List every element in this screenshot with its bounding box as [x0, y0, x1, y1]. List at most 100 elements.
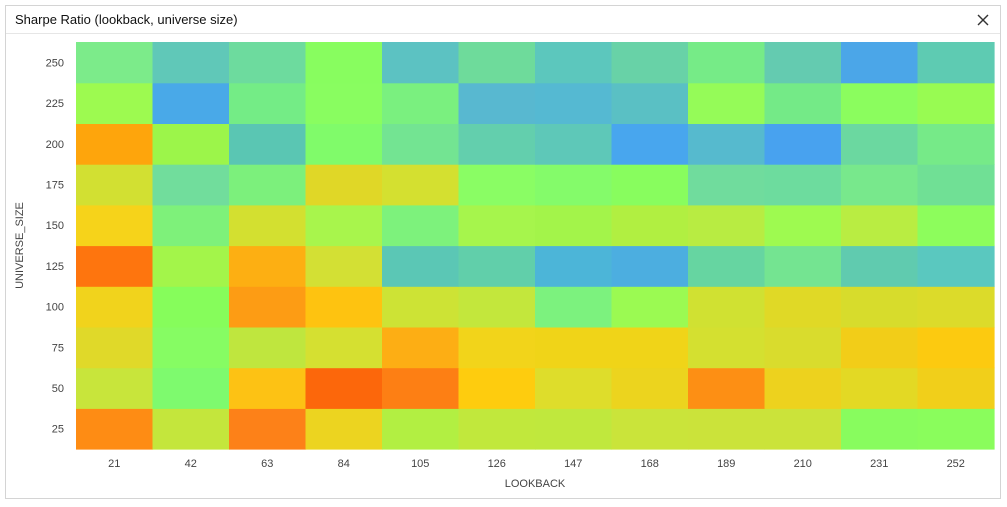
- y-tick-label: 175: [46, 179, 64, 191]
- heatmap-cell: [917, 408, 995, 450]
- heatmap-cell: [229, 204, 307, 247]
- x-tick-label: 84: [338, 458, 350, 470]
- heatmap-cell: [229, 42, 307, 84]
- heatmap-cell: [841, 82, 919, 124]
- heatmap-cell: [229, 286, 307, 328]
- close-icon: [977, 14, 989, 26]
- heatmap-cell: [611, 82, 689, 124]
- x-tick-label: 210: [794, 458, 812, 470]
- x-tick-label: 126: [488, 458, 506, 470]
- heatmap-cell: [688, 123, 766, 165]
- y-tick-label: 200: [46, 139, 64, 151]
- heatmap-cell: [76, 286, 154, 328]
- heatmap-cell: [611, 408, 689, 450]
- heatmap-cell: [152, 286, 230, 328]
- close-button[interactable]: [972, 9, 994, 31]
- y-tick-label: 50: [52, 383, 64, 395]
- heatmap-cell: [76, 204, 154, 247]
- heatmap-cell: [841, 204, 919, 247]
- heatmap-cell: [764, 42, 842, 84]
- heatmap-cell: [535, 408, 613, 450]
- heatmap-cell: [229, 245, 307, 287]
- heatmap-cell: [76, 42, 154, 84]
- heatmap-cell: [841, 123, 919, 165]
- heatmap-cell: [305, 408, 383, 450]
- heatmap-cell: [764, 82, 842, 124]
- heatmap-cell: [152, 123, 230, 165]
- heatmap-cell: [152, 204, 230, 247]
- heatmap-cell: [535, 245, 613, 287]
- heatmap-cell: [382, 204, 460, 247]
- heatmap-cell: [764, 164, 842, 206]
- x-tick-label: 42: [185, 458, 197, 470]
- heatmap-cell: [611, 245, 689, 287]
- heatmap-cell: [152, 164, 230, 206]
- heatmap-cell: [917, 286, 995, 328]
- x-tick-label: 231: [870, 458, 888, 470]
- heatmap-cell: [229, 367, 307, 409]
- heatmap-cell: [764, 367, 842, 409]
- heatmap-cell: [611, 326, 689, 369]
- heatmap-cell: [152, 408, 230, 450]
- x-tick-label: 63: [261, 458, 273, 470]
- heatmap-cell: [382, 286, 460, 328]
- heatmap-cell: [764, 204, 842, 247]
- x-tick-label: 168: [641, 458, 659, 470]
- heatmap-cell: [305, 286, 383, 328]
- heatmap-cell: [458, 204, 536, 247]
- heatmap-cell: [841, 245, 919, 287]
- heatmap-cell: [688, 367, 766, 409]
- heatmap-cell: [764, 245, 842, 287]
- heatmap-cell: [688, 286, 766, 328]
- heatmap-cell: [76, 123, 154, 165]
- heatmap-cell: [688, 245, 766, 287]
- heatmap-cell: [841, 408, 919, 450]
- heatmap-cell: [535, 42, 613, 84]
- heatmap-cell: [152, 367, 230, 409]
- heatmap-cell: [152, 326, 230, 369]
- heatmap-cell: [688, 82, 766, 124]
- heatmap-cell: [305, 82, 383, 124]
- heatmap-cell: [76, 326, 154, 369]
- x-tick-label: 21: [108, 458, 120, 470]
- heatmap-cell: [305, 42, 383, 84]
- heatmap-cell: [535, 82, 613, 124]
- y-tick-label: 250: [46, 57, 64, 69]
- heatmap-cell: [841, 367, 919, 409]
- title-bar: Sharpe Ratio (lookback, universe size): [6, 6, 1000, 34]
- heatmap-cell: [305, 164, 383, 206]
- heatmap-cell: [917, 123, 995, 165]
- heatmap-cell: [688, 326, 766, 369]
- heatmap-cell: [917, 204, 995, 247]
- heatmap-cell: [305, 367, 383, 409]
- y-tick-label: 150: [46, 220, 64, 232]
- heatmap-cell: [229, 164, 307, 206]
- heatmap-cell: [76, 82, 154, 124]
- heatmap-cell: [535, 326, 613, 369]
- heatmap-cell: [611, 204, 689, 247]
- heatmap-cell: [152, 42, 230, 84]
- heatmap-cell: [688, 408, 766, 450]
- x-tick-label: 189: [717, 458, 735, 470]
- heatmap-cell: [535, 123, 613, 165]
- heatmap-cell: [152, 245, 230, 287]
- heatmap-cell: [382, 245, 460, 287]
- heatmap-cell: [841, 286, 919, 328]
- heatmap-cell: [382, 408, 460, 450]
- x-tick-label: 147: [564, 458, 582, 470]
- heatmap-cell: [841, 164, 919, 206]
- heatmap-cell: [688, 164, 766, 206]
- heatmap-cell: [917, 367, 995, 409]
- heatmap-cell: [458, 286, 536, 328]
- heatmap-cell: [305, 245, 383, 287]
- heatmap-cell: [611, 367, 689, 409]
- y-tick-label: 25: [52, 424, 64, 436]
- heatmap-cell: [917, 164, 995, 206]
- heatmap-chart: 21 42 63 84 105 126 147 168 189 210 231 252 25 50 75 1…: [14, 42, 995, 490]
- window-title: Sharpe Ratio (lookback, universe size): [15, 12, 238, 27]
- heatmap-cell: [382, 42, 460, 84]
- heatmap-cell: [229, 326, 307, 369]
- heatmap-cell: [458, 245, 536, 287]
- y-tick-label: 100: [46, 302, 64, 314]
- heatmap-cell: [76, 245, 154, 287]
